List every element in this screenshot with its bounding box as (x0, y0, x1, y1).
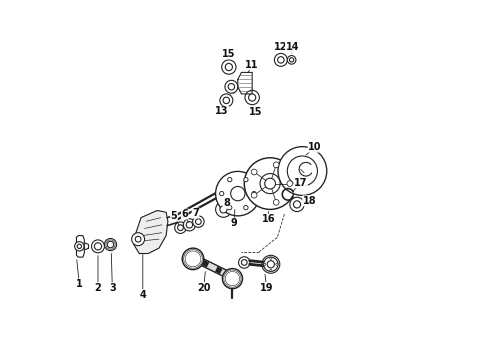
Circle shape (196, 219, 201, 225)
Text: 15: 15 (222, 49, 236, 59)
Circle shape (273, 199, 279, 205)
Circle shape (175, 222, 186, 233)
Text: 6: 6 (181, 209, 188, 219)
Circle shape (290, 197, 304, 212)
Text: 9: 9 (231, 218, 238, 228)
Circle shape (287, 156, 318, 186)
Circle shape (278, 147, 327, 195)
Circle shape (228, 84, 235, 90)
Circle shape (77, 244, 81, 248)
Circle shape (270, 269, 272, 271)
Text: 11: 11 (245, 59, 259, 69)
Circle shape (251, 169, 257, 175)
Circle shape (231, 186, 245, 201)
Circle shape (273, 162, 279, 168)
Text: 8: 8 (223, 198, 230, 208)
Circle shape (294, 201, 300, 208)
Circle shape (276, 263, 278, 265)
Circle shape (225, 80, 238, 93)
Circle shape (177, 225, 183, 230)
Circle shape (183, 219, 196, 231)
Text: 13: 13 (215, 106, 228, 116)
Text: 2: 2 (95, 283, 101, 293)
Circle shape (104, 238, 117, 251)
Circle shape (274, 53, 287, 66)
Circle shape (228, 177, 232, 182)
Circle shape (222, 269, 243, 289)
Text: 4: 4 (140, 290, 146, 300)
Circle shape (107, 241, 114, 248)
Circle shape (287, 55, 296, 64)
Circle shape (264, 257, 278, 271)
Circle shape (244, 206, 248, 210)
Circle shape (270, 257, 272, 259)
Text: 1: 1 (76, 279, 83, 289)
Text: 17: 17 (294, 178, 307, 188)
Circle shape (242, 260, 247, 265)
Text: 18: 18 (303, 196, 317, 206)
Circle shape (193, 216, 204, 227)
Circle shape (264, 263, 266, 265)
Circle shape (216, 202, 231, 217)
Text: 14: 14 (286, 42, 299, 52)
Text: 5: 5 (171, 211, 177, 221)
Text: 16: 16 (262, 215, 275, 224)
Circle shape (228, 206, 232, 210)
Circle shape (287, 181, 293, 186)
Circle shape (221, 60, 236, 74)
Text: 19: 19 (260, 283, 273, 293)
Circle shape (92, 240, 104, 253)
Circle shape (278, 57, 284, 63)
Circle shape (244, 177, 248, 182)
Circle shape (265, 178, 275, 189)
Circle shape (267, 261, 274, 268)
Circle shape (132, 233, 145, 246)
Circle shape (245, 90, 259, 105)
Circle shape (290, 58, 294, 62)
Circle shape (245, 158, 296, 210)
Circle shape (225, 63, 232, 71)
Circle shape (216, 171, 260, 216)
Text: 15: 15 (249, 107, 263, 117)
Circle shape (220, 94, 233, 107)
Text: 7: 7 (192, 208, 199, 218)
Circle shape (95, 243, 101, 250)
Polygon shape (76, 235, 84, 257)
Circle shape (248, 94, 256, 101)
Circle shape (223, 97, 230, 104)
Text: 10: 10 (308, 142, 321, 152)
Text: 12: 12 (274, 42, 288, 52)
Circle shape (186, 222, 193, 228)
Circle shape (239, 257, 250, 268)
Text: 3: 3 (109, 283, 116, 293)
Circle shape (251, 192, 257, 198)
Circle shape (135, 236, 141, 242)
Circle shape (220, 206, 227, 213)
Circle shape (252, 192, 256, 196)
Circle shape (260, 174, 280, 194)
Text: 20: 20 (197, 283, 211, 293)
Circle shape (220, 192, 224, 196)
Polygon shape (238, 72, 252, 94)
Polygon shape (134, 211, 168, 253)
Circle shape (182, 248, 204, 270)
Circle shape (74, 242, 84, 251)
